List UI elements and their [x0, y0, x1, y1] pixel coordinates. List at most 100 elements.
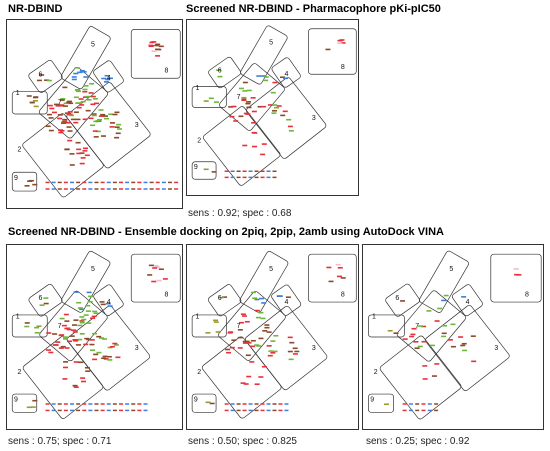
marker	[205, 401, 211, 404]
marker	[147, 274, 153, 276]
region-box-6	[385, 283, 420, 317]
region-label-9: 9	[194, 396, 198, 403]
marker	[75, 344, 81, 346]
marker	[79, 316, 85, 318]
region-box-2	[379, 335, 462, 420]
marker	[85, 109, 91, 112]
marker	[73, 386, 79, 388]
marker	[67, 113, 73, 116]
marker	[143, 403, 148, 405]
marker	[242, 340, 248, 343]
region-label-1: 1	[16, 90, 20, 97]
marker	[100, 403, 105, 405]
marker	[106, 403, 111, 405]
marker	[161, 181, 166, 184]
marker	[443, 294, 449, 297]
marker	[58, 131, 64, 134]
marker	[461, 342, 467, 345]
marker	[30, 406, 36, 408]
marker	[340, 42, 346, 44]
marker	[73, 121, 79, 124]
marker	[79, 104, 85, 106]
marker	[442, 324, 448, 327]
marker	[98, 109, 104, 111]
marker	[262, 330, 268, 332]
marker	[113, 344, 119, 346]
marker	[254, 409, 259, 412]
marker	[162, 278, 168, 280]
region-label-7: 7	[237, 323, 241, 330]
marker	[92, 310, 98, 313]
marker	[73, 111, 79, 114]
marker	[230, 409, 235, 412]
marker	[272, 81, 278, 84]
marker	[250, 345, 256, 348]
marker	[89, 82, 95, 85]
marker	[28, 179, 34, 182]
marker	[63, 102, 69, 105]
marker	[231, 105, 237, 108]
marker	[414, 347, 420, 349]
panel-b-title: Screened NR-DBIND - Pharmacophore pKi-pI…	[186, 3, 441, 15]
marker	[29, 101, 35, 104]
marker	[57, 129, 63, 131]
marker	[100, 303, 106, 306]
region-label-6: 6	[218, 68, 222, 75]
region-box-7	[38, 67, 109, 139]
marker	[257, 105, 263, 108]
marker	[131, 181, 136, 184]
marker	[264, 326, 270, 329]
marker	[92, 332, 98, 335]
marker	[88, 188, 93, 190]
marker	[63, 313, 69, 316]
marker	[217, 75, 223, 78]
marker	[238, 115, 244, 118]
region-label-3: 3	[312, 115, 316, 122]
marker	[413, 341, 419, 343]
marker	[125, 403, 130, 405]
marker	[260, 403, 265, 405]
marker	[245, 354, 251, 357]
marker	[66, 126, 72, 128]
region-box-1	[191, 86, 227, 108]
marker	[434, 320, 440, 322]
marker	[148, 264, 154, 267]
marker	[63, 403, 68, 405]
marker	[155, 48, 161, 51]
marker	[267, 354, 273, 357]
marker	[250, 97, 256, 99]
marker	[284, 409, 289, 412]
marker	[34, 326, 40, 329]
marker	[82, 181, 87, 184]
marker	[236, 170, 241, 172]
marker	[393, 332, 399, 334]
marker	[82, 88, 88, 91]
marker	[62, 118, 68, 121]
marker	[76, 181, 81, 184]
marker	[209, 402, 215, 405]
marker	[283, 77, 289, 80]
marker	[64, 148, 70, 150]
marker	[273, 334, 279, 337]
marker	[55, 341, 61, 343]
marker	[33, 105, 39, 108]
marker	[93, 136, 99, 138]
marker	[76, 301, 82, 304]
marker	[83, 85, 89, 87]
marker	[81, 380, 87, 383]
marker	[112, 342, 118, 345]
marker	[90, 317, 96, 319]
marker	[83, 314, 89, 316]
marker	[83, 343, 89, 346]
marker	[75, 141, 81, 144]
region-box-1	[191, 314, 227, 338]
region-box-3	[246, 77, 327, 159]
marker	[83, 76, 89, 78]
marker	[89, 339, 95, 341]
marker	[115, 356, 121, 359]
marker	[415, 403, 420, 405]
marker	[95, 130, 101, 133]
marker	[57, 181, 62, 184]
marker	[109, 126, 115, 128]
marker	[94, 181, 99, 184]
